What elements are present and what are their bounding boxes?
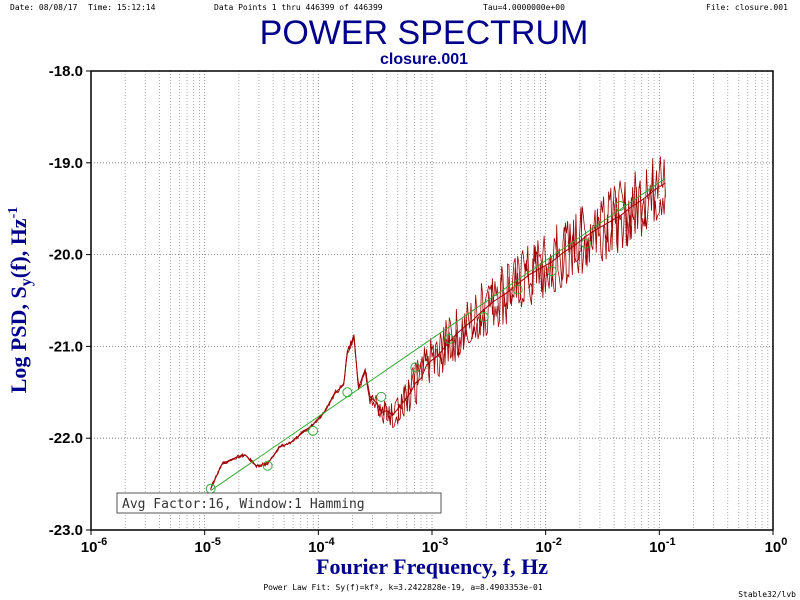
chart-title: POWER SPECTRUM	[260, 14, 589, 52]
y-axis-label-sup: -1	[6, 207, 21, 219]
averaged-point	[262, 460, 273, 471]
x-tick-label: 10-2	[535, 536, 561, 556]
x-tick-label: 10-6	[81, 536, 107, 556]
x-tick-label: 10-5	[194, 536, 220, 556]
x-tick-label: 100	[765, 536, 788, 556]
annotation-text: Avg Factor:16, Window:1 Hamming	[122, 497, 365, 512]
header-date: Date: 08/08/17	[10, 3, 78, 12]
averaged-point	[410, 362, 421, 373]
averaged-points	[205, 200, 626, 494]
y-axis-label-sub: y	[18, 278, 35, 286]
annotation-box	[116, 492, 442, 514]
x-tick-label: 10-1	[649, 536, 675, 556]
y-axis-ticks: -18.0 -19.0 -20.0 -21.0 -22.0 -23.0	[49, 63, 91, 539]
x-axis-ticks: 10-6 10-5 10-4 10-3 10-2 10-1 100	[81, 530, 788, 556]
grid	[91, 71, 773, 530]
x-axis-label: Fourier Frequency, f, Hz	[316, 554, 548, 579]
power-law-fit-text: Power Law Fit: Sy(f)=kfª, k=3.2422828e-1…	[263, 583, 543, 592]
averaged-point	[308, 425, 319, 436]
y-tick-label: -23.0	[49, 522, 83, 539]
averaged-point	[376, 391, 387, 402]
psd-noise-band	[210, 156, 666, 491]
averaged-point	[478, 312, 489, 323]
header-tau: Tau=4.0000000e+00	[483, 3, 565, 12]
y-tick-label: -20.0	[49, 247, 83, 264]
averaged-point	[546, 266, 557, 277]
x-tick-label: 10-4	[308, 536, 335, 556]
power-law-fit-line	[210, 177, 666, 491]
y-axis-label-mid: (f), Hz	[6, 218, 31, 278]
y-tick-label: -19.0	[49, 155, 83, 172]
averaged-point	[512, 284, 523, 295]
psd-series-line	[210, 182, 666, 489]
header-time: Time: 15:12:14	[88, 3, 156, 12]
y-tick-label: -18.0	[49, 63, 83, 80]
averaged-point	[342, 387, 353, 398]
credit-text: Stable32/lvb	[738, 590, 796, 599]
series-layer	[205, 156, 666, 494]
y-axis-label: Log PSD, Sy(f), Hz-1	[6, 207, 35, 394]
y-tick-label: -22.0	[49, 430, 83, 447]
y-tick-label: -21.0	[49, 338, 83, 355]
header-file: File: closure.001	[706, 3, 788, 12]
averaged-point	[615, 200, 626, 211]
averaged-point	[580, 238, 591, 249]
y-axis-label-main: Log PSD, S	[6, 286, 31, 393]
chart-subtitle: closure.001	[380, 51, 468, 68]
x-tick-label: 10-3	[422, 536, 448, 556]
header-points: Data Points 1 thru 446399 of 446399	[214, 3, 383, 12]
averaged-point	[444, 334, 455, 345]
